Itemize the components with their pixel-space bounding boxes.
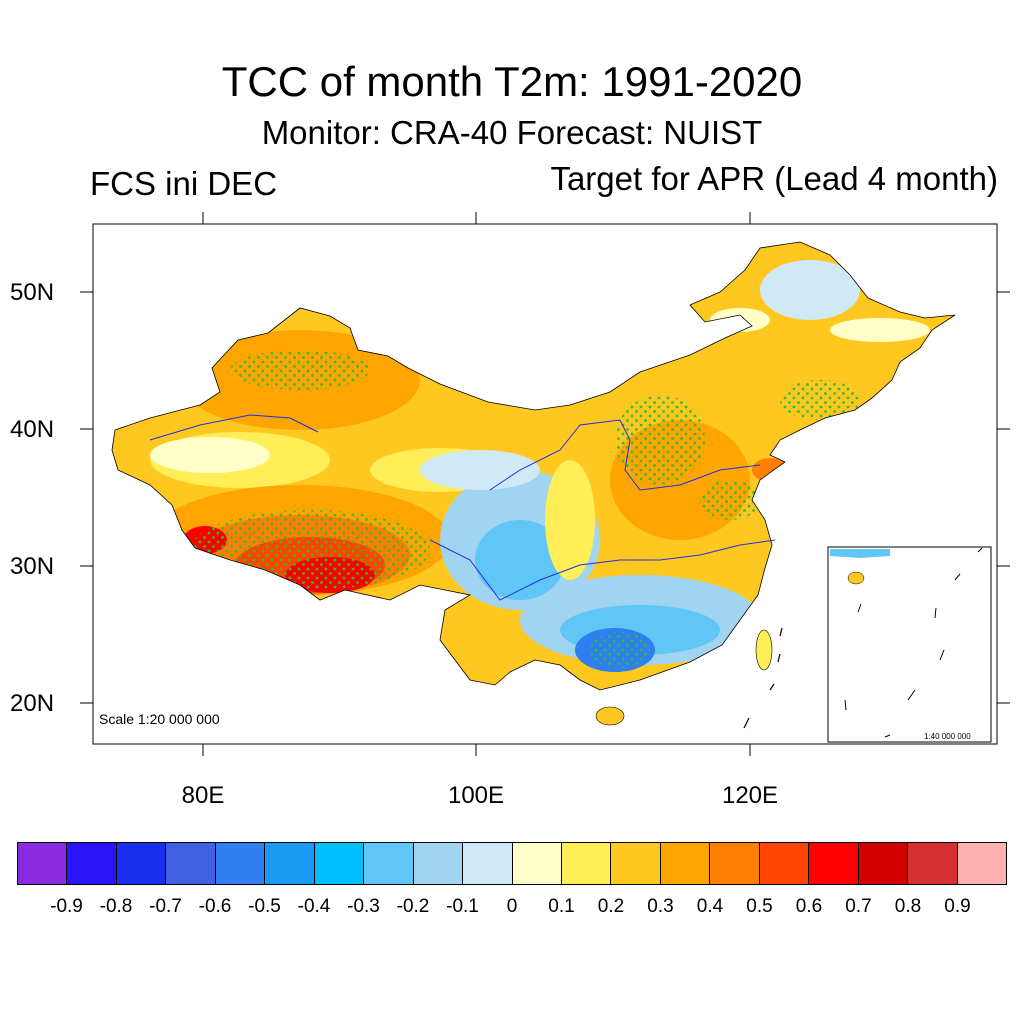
lat-label-30n: 30N (10, 553, 55, 580)
colorbar-tick-label: -0.7 (149, 896, 182, 917)
colorbar-tick-label: 0.5 (746, 896, 773, 917)
colorbar-cell (166, 843, 216, 884)
inset-scale-label: 1:40 000 000 (924, 732, 971, 741)
colorbar-tick-label: 0.1 (548, 896, 575, 917)
colorbar-cell (957, 843, 1007, 884)
taiwan-island (755, 629, 773, 671)
colorbar-cell (512, 843, 562, 884)
yellow-river (489, 419, 761, 491)
colorbar-tick-label: -0.6 (198, 896, 232, 917)
lat-label-40n: 40N (10, 416, 55, 443)
yangtze-river (429, 539, 776, 601)
inset-coast (830, 549, 890, 558)
colorbar (17, 842, 1007, 885)
colorbar-cell (908, 843, 958, 884)
colorbar-tick-label: 0.3 (647, 896, 674, 917)
colorbar-tick-label: 0.9 (944, 896, 971, 917)
colorbar-cell (364, 843, 414, 884)
colorbar-cell (265, 843, 315, 884)
colorbar-tick-label: 0.6 (795, 896, 823, 917)
colorbar-tick-label: -0.1 (446, 896, 479, 917)
colorbar-cell (314, 843, 365, 884)
colorbar-tick-label: 0 (506, 896, 518, 917)
hainan-island (595, 706, 625, 726)
colorbar-tick-label: -0.5 (248, 896, 281, 917)
colorbar-cell (710, 843, 760, 884)
colorbar-cell (561, 843, 612, 884)
lon-label-80e: 80E (181, 782, 225, 809)
colorbar-cell (18, 843, 68, 884)
colorbar-tick-label: -0.3 (347, 896, 380, 917)
colorbar-cell (858, 843, 909, 884)
colorbar-cell (759, 843, 810, 884)
colorbar-tick-label: -0.4 (297, 896, 331, 917)
chart-subtitle: Monitor: CRA-40 Forecast: NUIST (261, 114, 763, 151)
colorbar-cell (611, 843, 661, 884)
colorbar-cell (413, 843, 464, 884)
target-label: Target for APR (Lead 4 month) (550, 160, 998, 197)
colorbar-cell (215, 843, 266, 884)
lat-label-50n: 50N (10, 279, 55, 306)
colorbar-cell (809, 843, 859, 884)
axis-ticks (80, 212, 1010, 756)
tarim-river (149, 414, 319, 441)
colorbar-tick-label: 0.7 (845, 896, 872, 917)
colorbar-tick-label: 0.8 (894, 896, 922, 917)
colorbar-cell (463, 843, 513, 884)
map-scale-label: Scale 1:20 000 000 (99, 711, 220, 727)
nine-dash-line (743, 627, 783, 729)
colorbar-cell (67, 843, 117, 884)
chart-title: TCC of month T2m: 1991-2020 (221, 58, 803, 105)
lat-label-20n: 20N (10, 690, 55, 717)
colorbar-tick-label: -0.2 (396, 896, 430, 917)
colorbar-cell (116, 843, 167, 884)
colorbar-tick-label: 0.2 (597, 896, 625, 917)
init-label: FCS ini DEC (90, 165, 278, 202)
lon-label-120e: 120E (721, 782, 779, 809)
lon-label-100e: 100E (447, 782, 505, 809)
china-border (111, 241, 956, 691)
colorbar-tick-label: -0.8 (99, 896, 133, 917)
inset-islands (844, 547, 983, 738)
colorbar-tick-label: -0.9 (50, 896, 83, 917)
inset-hainan (847, 571, 865, 585)
colorbar-tick-label: 0.4 (696, 896, 724, 917)
colorbar-cell (660, 843, 711, 884)
